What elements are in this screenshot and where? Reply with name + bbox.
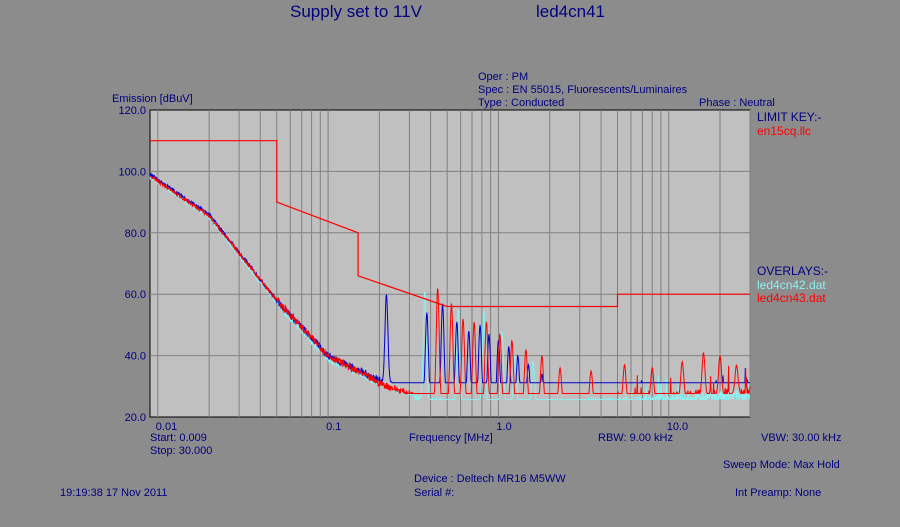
- y-axis-label: Emission [dBuV]: [112, 93, 193, 105]
- plot-area: [149, 109, 751, 418]
- trace-led4cn42-dat: [149, 176, 751, 402]
- x-tick-label: 0.1: [326, 421, 341, 433]
- int-preamp-label: Int Preamp: None: [735, 487, 822, 499]
- limit-file-label: en15cq.llc: [757, 124, 812, 138]
- spec-label: Spec : EN 55015, Fluorescents/Luminaires: [478, 84, 688, 96]
- y-tick-label: 80.0: [125, 228, 146, 240]
- grid: [150, 110, 751, 417]
- stop-label: Stop: 30.000: [150, 445, 213, 457]
- x-tick-label: 1.0: [496, 421, 511, 433]
- serial-label: Serial #:: [414, 487, 455, 499]
- type-label: Type : Conducted: [478, 97, 565, 109]
- sweep-mode-label: Sweep Mode: Max Hold: [723, 459, 840, 471]
- overlay-2-label: led4cn43.dat: [757, 291, 826, 305]
- start-label: Start: 0.009: [150, 432, 207, 444]
- x-tick-labels: 0.01 0.1 1.0 10.0: [156, 421, 688, 433]
- title-right: led4cn41: [536, 2, 606, 21]
- x-axis-label: Frequency [MHz]: [409, 432, 493, 444]
- x-tick-label: 10.0: [667, 421, 688, 433]
- x-tick-label: 0.01: [156, 421, 177, 433]
- limit-line: [150, 140, 750, 308]
- rbw-label: RBW: 9.00 kHz: [598, 432, 673, 444]
- y-tick-label: 20.0: [125, 412, 146, 424]
- phase-label: Phase : Neutral: [699, 97, 775, 109]
- device-label: Device : Deltech MR16 M5WW: [414, 473, 566, 485]
- limit-key-label: LIMIT KEY:-: [757, 110, 822, 124]
- title-left: Supply set to 11V: [290, 2, 422, 21]
- y-tick-label: 40.0: [125, 351, 146, 363]
- oper-label: Oper : PM: [478, 71, 529, 83]
- overlay-1-label: led4cn42.dat: [757, 278, 826, 292]
- y-tick-label: 100.0: [118, 166, 146, 178]
- trace-led4cn43-dat: [149, 175, 751, 396]
- limit-line-path: [150, 140, 750, 308]
- traces: [149, 172, 751, 402]
- vbw-label: VBW: 30.00 kHz: [761, 432, 842, 444]
- timestamp-label: 19:19:38 17 Nov 2011: [60, 487, 168, 499]
- y-tick-label: 120.0: [118, 105, 146, 117]
- y-tick-labels: 20.0 40.0 60.0 80.0 100.0 120.0: [118, 105, 146, 424]
- overlays-label: OVERLAYS:-: [757, 264, 829, 278]
- y-tick-label: 60.0: [125, 289, 146, 301]
